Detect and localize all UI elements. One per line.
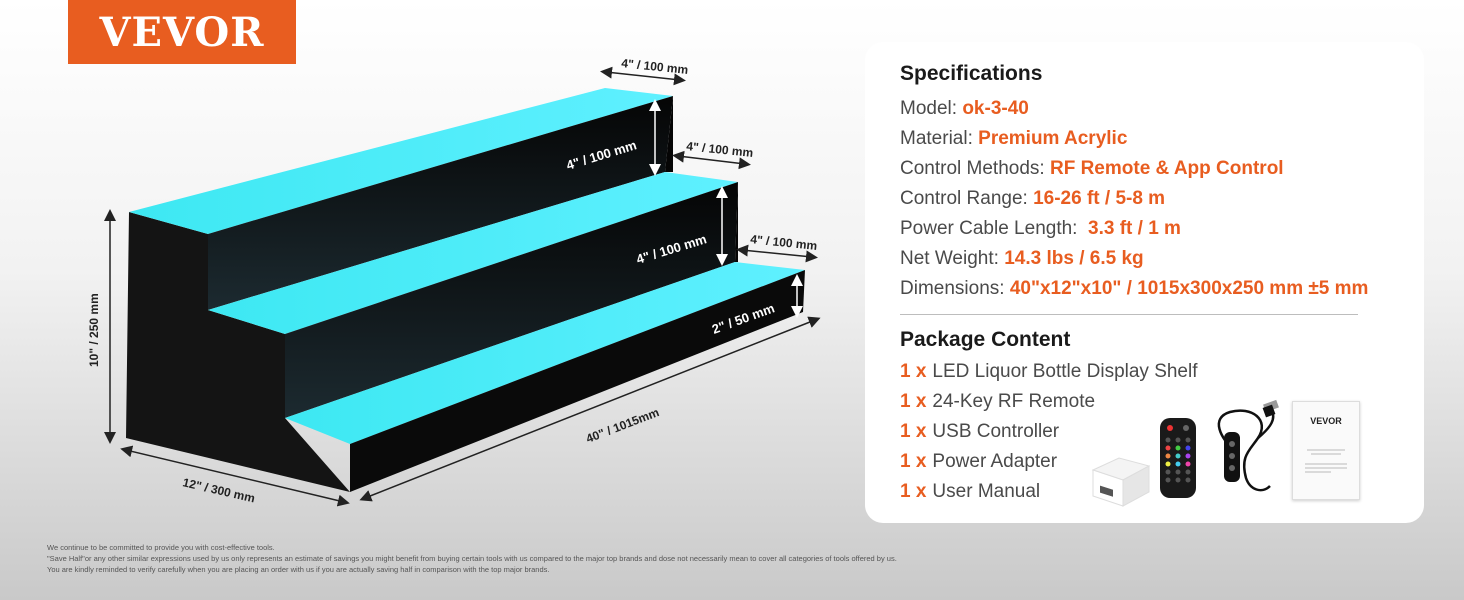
usb-controller-icon [1217,399,1279,492]
shelf-diagram: 4" / 100 mm 4" / 100 mm 4" / 100 mm 4" /… [87,56,821,507]
spec-power-cable-length: Power Cable Length: 3.3 ft / 1 m [900,218,1181,239]
shelf-riser-top [208,96,673,310]
spec-control-methods: Control Methods: RF Remote & App Control [900,158,1284,179]
specifications-panel: Specifications Model: ok-3-40 Material: … [865,42,1424,523]
spec-dimensions: Dimensions: 40"x12"x10" / 1015x300x250 m… [900,278,1369,299]
dim-height: 10" / 250 mm [87,293,101,367]
dim-length: 40" / 1015mm [584,405,661,446]
spec-model: Model: ok-3-40 [900,98,1029,119]
spec-control-range: Control Range: 16-26 ft / 5-8 m [900,188,1166,209]
dim-depth: 12" / 300 mm [181,475,256,505]
package-item: 1 x USB Controller [900,421,1060,442]
dim-bottom-depth: 4" / 100 mm [750,232,818,253]
package-item: 1 x 24-Key RF Remote [900,391,1096,412]
power-adapter-icon [1091,457,1151,507]
brand-logo: VEVOR [68,0,296,64]
dim-top-depth: 4" / 100 mm [621,56,689,77]
package-item: 1 x Power Adapter [900,451,1058,472]
disclaimer: We continue to be committed to provide y… [47,543,897,574]
shelf-step-middle [208,172,738,334]
shelf-side-panel [126,212,350,492]
package-item: 1 x User Manual [900,481,1041,502]
package-item: 1 x LED Liquor Bottle Display Shelf [900,361,1198,382]
shelf-top-edge [129,88,673,234]
section-divider [900,314,1358,315]
dim-middle-depth: 4" / 100 mm [686,139,754,160]
user-manual-icon: VEVOR [1292,401,1360,500]
spec-net-weight: Net Weight: 14.3 lbs / 6.5 kg [900,248,1144,269]
spec-material: Material: Premium Acrylic [900,128,1128,149]
remote-control-icon [1160,418,1196,498]
manual-text-lines [1305,449,1347,473]
package-heading: Package Content [900,328,1071,351]
specifications-heading: Specifications [900,62,1043,85]
